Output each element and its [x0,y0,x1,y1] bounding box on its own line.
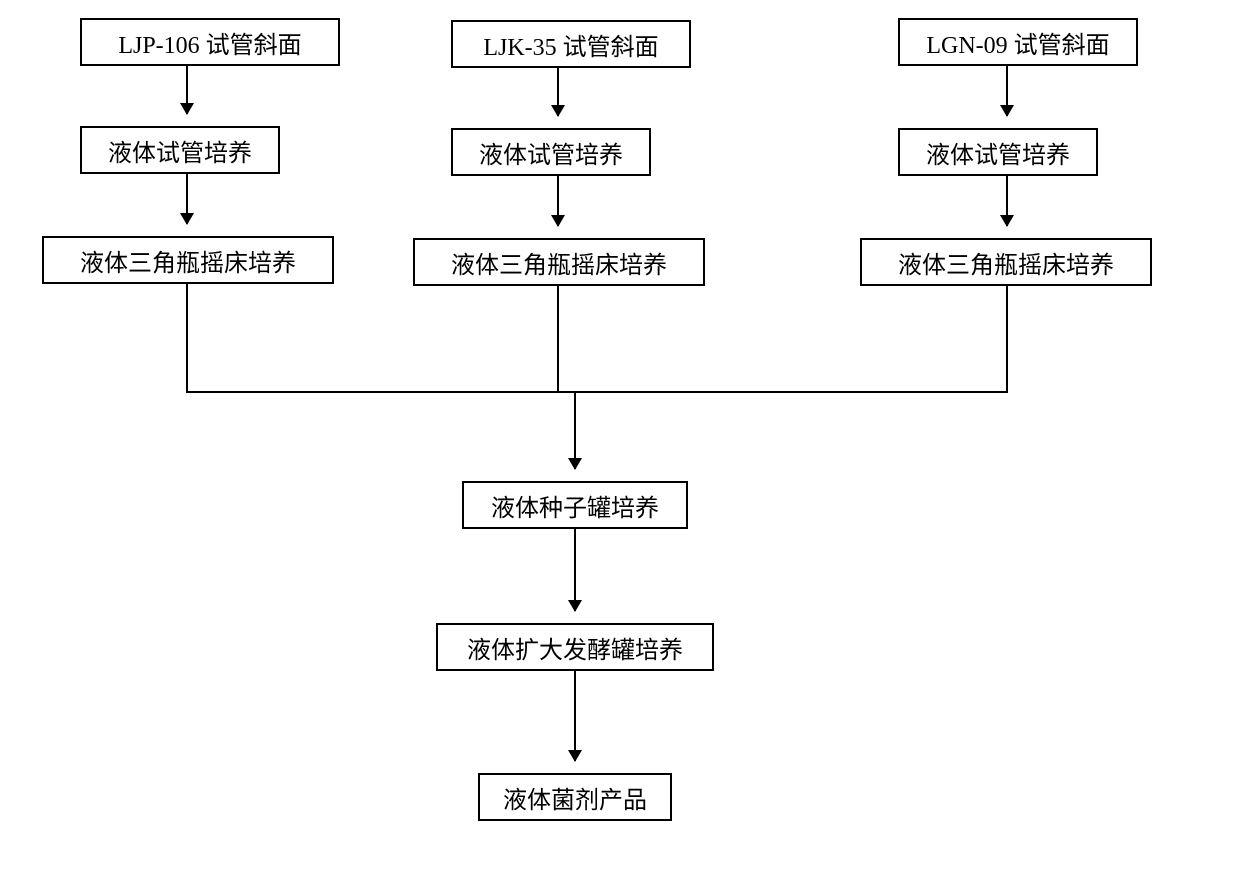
node-c1: LGN-09 试管斜面 [898,18,1138,66]
node-a2-label: 液体试管培养 [108,133,252,168]
node-c2-label: 液体试管培养 [926,135,1070,170]
arrow-merge-d1 [574,391,576,469]
line-b3-down [557,286,559,392]
line-c3-down [1006,286,1008,392]
node-d2: 液体扩大发酵罐培养 [436,623,714,671]
node-c2: 液体试管培养 [898,128,1098,176]
node-a1: LJP-106 试管斜面 [80,18,340,66]
arrow-d1-d2 [574,529,576,611]
node-b2-label: 液体试管培养 [479,135,623,170]
line-merge-horizontal [186,391,1008,393]
node-d3-label: 液体菌剂产品 [503,780,647,815]
node-b1: LJK-35 试管斜面 [451,20,691,68]
arrow-a2-a3 [186,174,188,224]
arrow-b2-b3 [557,176,559,226]
node-c3: 液体三角瓶摇床培养 [860,238,1152,286]
node-c1-label: LGN-09 试管斜面 [926,25,1109,60]
arrow-c1-c2 [1006,66,1008,116]
arrow-d2-d3 [574,671,576,761]
node-a1-label: LJP-106 试管斜面 [118,25,301,60]
node-b3-label: 液体三角瓶摇床培养 [451,245,667,280]
node-b2: 液体试管培养 [451,128,651,176]
arrow-a1-a2 [186,66,188,114]
node-d1-label: 液体种子罐培养 [491,488,659,523]
node-a3: 液体三角瓶摇床培养 [42,236,334,284]
arrow-c2-c3 [1006,176,1008,226]
node-d3: 液体菌剂产品 [478,773,672,821]
line-a3-down [186,284,188,392]
node-b1-label: LJK-35 试管斜面 [483,27,658,62]
node-c3-label: 液体三角瓶摇床培养 [898,245,1114,280]
arrow-b1-b2 [557,68,559,116]
node-d1: 液体种子罐培养 [462,481,688,529]
node-a3-label: 液体三角瓶摇床培养 [80,243,296,278]
node-d2-label: 液体扩大发酵罐培养 [467,630,683,665]
node-b3: 液体三角瓶摇床培养 [413,238,705,286]
node-a2: 液体试管培养 [80,126,280,174]
